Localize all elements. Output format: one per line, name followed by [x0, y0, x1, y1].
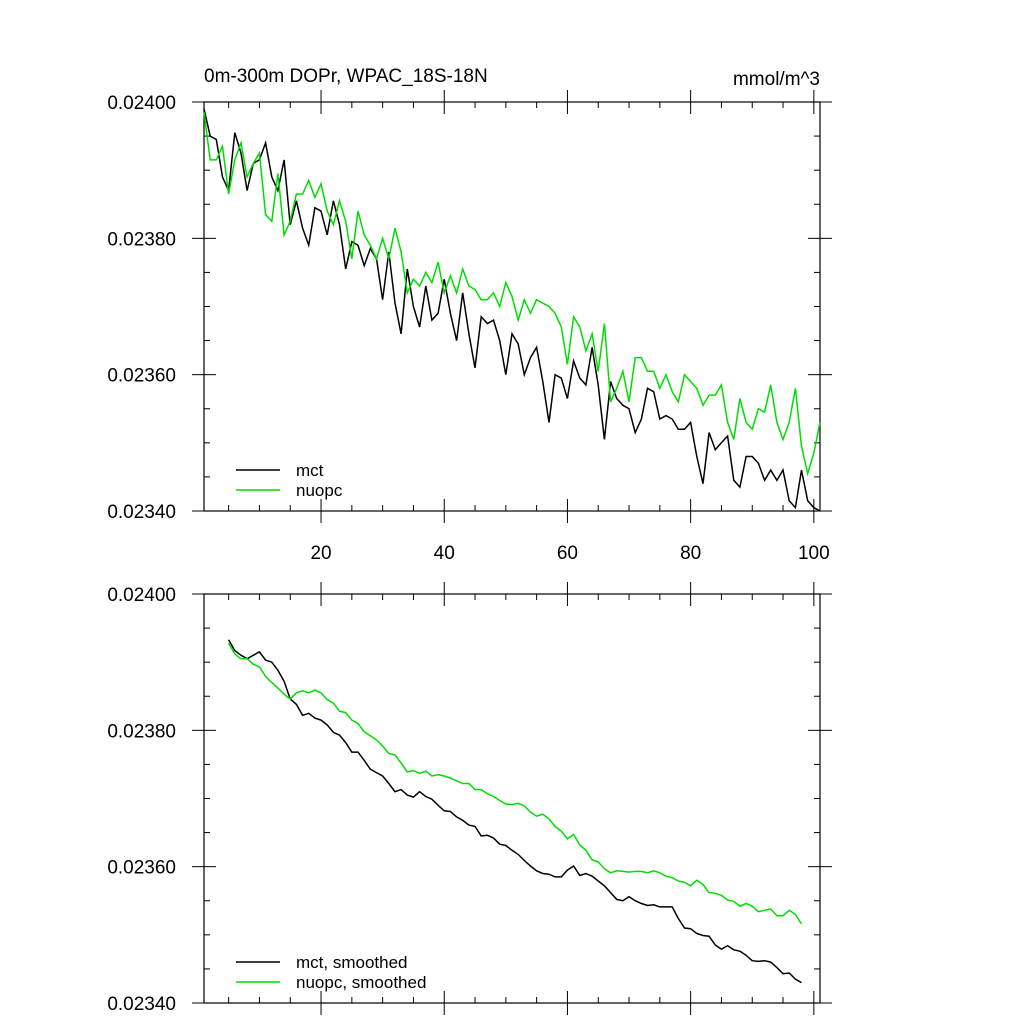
top-y-tick-label-0: 0.02400: [107, 93, 176, 114]
top-title-right: mmol/m^3: [733, 69, 820, 90]
bottom-legend: mct, smoothed nuopc, smoothed: [236, 953, 426, 992]
top-y-tick-label-1: 0.02380: [107, 229, 176, 250]
top-x-tick-label-2: 60: [557, 543, 578, 564]
top-title-left: 0m-300m DOPr, WPAC_18S-18N: [204, 66, 488, 87]
bottom-legend-nuopc-label: nuopc, smoothed: [296, 973, 426, 992]
top-x-tick-label-3: 80: [680, 543, 701, 564]
bottom-plot-frame: [203, 593, 821, 1004]
top-plot-frame: [203, 101, 821, 512]
top-y-tick-label-2: 0.02360: [107, 366, 176, 387]
top-series-nuopc-line: [203, 112, 821, 477]
bottom-y-tick-label-2: 0.02360: [107, 858, 176, 879]
top-plot-area: [203, 108, 821, 512]
top-series-mct-line: [203, 108, 821, 512]
top-x-tick-label-0: 20: [310, 543, 331, 564]
top-legend: mct nuopc: [236, 461, 343, 500]
top-x-tick-label-1: 40: [434, 543, 455, 564]
top-x-tick-label-4: 100: [798, 543, 830, 564]
top-y-tick-label-3: 0.02340: [107, 502, 176, 523]
top-legend-nuopc-label: nuopc: [296, 481, 343, 500]
top-panel: 0m-300m DOPr, WPAC_18S-18N mmol/m^3 0.02…: [107, 66, 832, 564]
bottom-legend-mct-label: mct, smoothed: [296, 953, 408, 972]
bottom-y-tick-label-0: 0.02400: [107, 585, 176, 606]
bottom-panel: 0.02400 0.02380 0.02360 0.02340 mct, smo…: [107, 582, 832, 1015]
bottom-series-nuopc-smoothed-line: [227, 642, 803, 925]
bottom-series-mct-smoothed-line: [227, 639, 802, 984]
bottom-plot-area: [227, 639, 803, 984]
top-legend-mct-label: mct: [296, 461, 324, 480]
bottom-y-tick-label-1: 0.02380: [107, 721, 176, 742]
bottom-axis-ticks: [192, 582, 832, 1015]
bottom-y-tick-label-3: 0.02340: [107, 994, 176, 1015]
top-axis-ticks: [192, 90, 832, 523]
